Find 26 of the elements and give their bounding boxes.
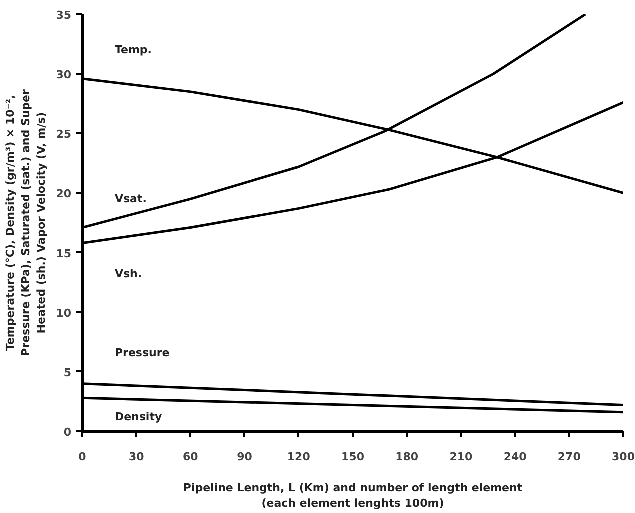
x-tick-label: 90 [237, 450, 253, 464]
text: Vsh. [114, 268, 142, 281]
y-tick-label: 20 [56, 188, 72, 201]
y-axis-title: Temperature (°C), Density (gr/m³) × 10⁻², Pressure (KPa), Saturated (sat.) and Super Heated (sh.) Vapor Velocity (V, m/s) [4, 89, 48, 356]
x-axis-title: Pipeline Length, L (Km) and number of length element (each element lenghts 100m) [183, 482, 523, 510]
y-tick-label: 25 [56, 128, 72, 142]
y-tick-label: 10 [56, 306, 72, 320]
x-tick-label: 0 [78, 450, 87, 464]
x-tick-label: 60 [183, 450, 199, 464]
y-tick-label: 0 [64, 426, 72, 439]
x-tick-label: 120 [287, 450, 311, 464]
text: Pressure [114, 346, 170, 360]
x-tick-label: 270 [558, 450, 582, 464]
x-tick-label: 180 [396, 450, 419, 464]
x-tick-label: 240 [504, 450, 528, 464]
text: Temp. [114, 44, 152, 57]
x-tick-label: 210 [450, 450, 474, 464]
y-tick-label: 15 [56, 247, 72, 260]
x-tick-label: 30 [128, 450, 145, 464]
y-tick-label: 30 [56, 68, 72, 82]
x-tick-label: 150 [342, 450, 365, 464]
x-tick-label: 300 [612, 450, 635, 464]
y-tick-label: 5 [64, 366, 72, 380]
y-tick-label: 35 [56, 9, 72, 22]
series-label: Density [114, 410, 162, 424]
series-label: Vsat. [114, 192, 147, 206]
